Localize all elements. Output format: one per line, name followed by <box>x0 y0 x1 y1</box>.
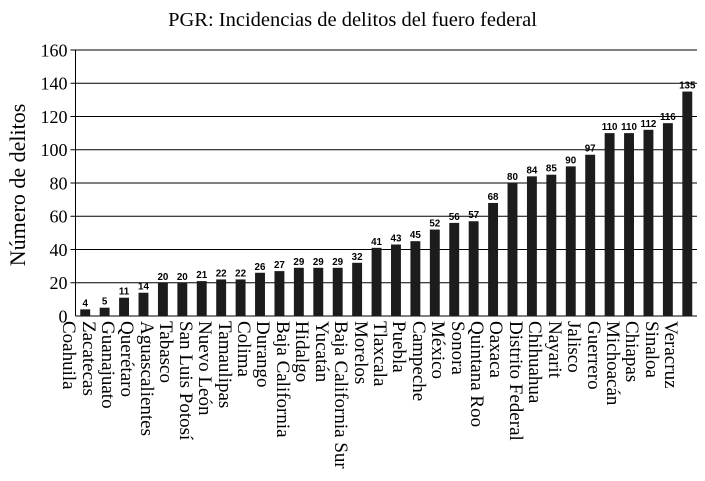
svg-text:84: 84 <box>526 165 537 176</box>
svg-text:21: 21 <box>196 270 207 281</box>
svg-text:45: 45 <box>410 230 421 241</box>
svg-text:20: 20 <box>157 272 168 283</box>
svg-text:80: 80 <box>507 172 518 183</box>
svg-text:110: 110 <box>621 122 637 133</box>
svg-text:80: 80 <box>50 173 68 193</box>
svg-text:20: 20 <box>177 272 188 283</box>
svg-text:40: 40 <box>50 240 68 260</box>
svg-text:26: 26 <box>255 262 266 273</box>
svg-text:5: 5 <box>102 297 108 308</box>
svg-text:90: 90 <box>565 155 576 166</box>
svg-text:4: 4 <box>82 298 88 309</box>
svg-text:110: 110 <box>602 122 618 133</box>
svg-text:41: 41 <box>371 237 382 248</box>
svg-text:22: 22 <box>235 268 246 279</box>
svg-text:32: 32 <box>352 252 363 263</box>
svg-text:43: 43 <box>391 234 402 245</box>
svg-text:52: 52 <box>429 219 440 230</box>
svg-text:22: 22 <box>216 268 227 279</box>
svg-text:57: 57 <box>468 210 479 221</box>
svg-text:160: 160 <box>41 40 68 60</box>
svg-text:29: 29 <box>293 257 304 268</box>
svg-text:20: 20 <box>50 273 68 293</box>
svg-text:140: 140 <box>41 74 68 94</box>
svg-text:11: 11 <box>119 287 130 298</box>
svg-text:112: 112 <box>641 119 657 130</box>
svg-text:29: 29 <box>313 257 324 268</box>
svg-text:27: 27 <box>274 260 285 271</box>
svg-text:97: 97 <box>585 144 596 155</box>
svg-text:68: 68 <box>488 192 499 203</box>
svg-text:120: 120 <box>41 107 68 127</box>
svg-text:60: 60 <box>50 207 68 227</box>
svg-text:116: 116 <box>660 112 676 123</box>
svg-text:14: 14 <box>138 282 149 293</box>
svg-text:56: 56 <box>449 212 460 223</box>
svg-text:85: 85 <box>546 164 557 175</box>
svg-text:29: 29 <box>332 257 343 268</box>
svg-text:100: 100 <box>41 140 68 160</box>
svg-text:135: 135 <box>679 81 696 92</box>
